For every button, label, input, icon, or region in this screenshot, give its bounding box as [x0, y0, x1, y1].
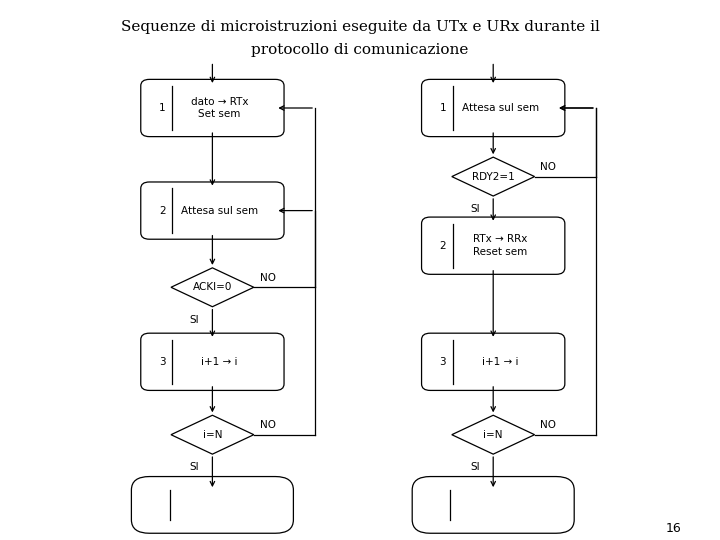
- FancyBboxPatch shape: [422, 333, 565, 390]
- Text: Attesa sul sem: Attesa sul sem: [462, 103, 539, 113]
- FancyBboxPatch shape: [141, 333, 284, 390]
- Text: 2: 2: [158, 206, 166, 215]
- Text: ACKl=0: ACKl=0: [193, 282, 232, 292]
- Text: 16: 16: [665, 522, 681, 535]
- Text: 3: 3: [440, 357, 446, 367]
- Text: NO: NO: [540, 162, 557, 172]
- Text: Attesa sul sem: Attesa sul sem: [181, 206, 258, 215]
- Text: RTx → RRx: RTx → RRx: [473, 234, 528, 244]
- FancyBboxPatch shape: [132, 476, 294, 534]
- Text: dato → RTx: dato → RTx: [191, 97, 248, 106]
- FancyBboxPatch shape: [412, 476, 575, 534]
- Text: 2: 2: [440, 241, 446, 251]
- Text: Reset sem: Reset sem: [473, 247, 528, 257]
- Text: RDY2=1: RDY2=1: [472, 172, 515, 181]
- FancyBboxPatch shape: [422, 79, 565, 137]
- Text: NO: NO: [540, 420, 557, 430]
- Text: NO: NO: [260, 420, 276, 430]
- FancyBboxPatch shape: [141, 79, 284, 137]
- Text: 3: 3: [158, 357, 166, 367]
- Text: i+1 → i: i+1 → i: [202, 357, 238, 367]
- Polygon shape: [171, 415, 253, 454]
- Text: SI: SI: [189, 462, 199, 472]
- FancyBboxPatch shape: [141, 182, 284, 239]
- Text: SI: SI: [470, 462, 480, 472]
- Text: Set sem: Set sem: [199, 110, 240, 119]
- Text: SI: SI: [189, 315, 199, 325]
- Polygon shape: [171, 268, 253, 307]
- FancyBboxPatch shape: [422, 217, 565, 274]
- Polygon shape: [452, 415, 534, 454]
- Text: SI: SI: [470, 204, 480, 214]
- Text: NO: NO: [260, 273, 276, 282]
- Text: protocollo di comunicazione: protocollo di comunicazione: [251, 43, 469, 57]
- Polygon shape: [452, 157, 534, 196]
- Text: i+1 → i: i+1 → i: [482, 357, 518, 367]
- Text: i=N: i=N: [483, 430, 503, 440]
- Text: 1: 1: [158, 103, 166, 113]
- Text: i=N: i=N: [202, 430, 222, 440]
- Text: 1: 1: [440, 103, 446, 113]
- Text: Sequenze di microistruzioni eseguite da UTx e URx durante il: Sequenze di microistruzioni eseguite da …: [120, 20, 600, 34]
